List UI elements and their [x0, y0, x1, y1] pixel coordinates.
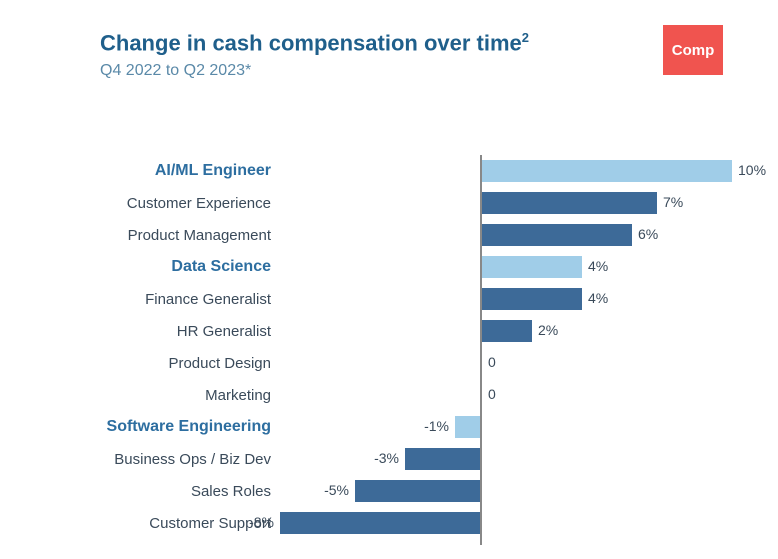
- value-label: -5%: [324, 482, 349, 498]
- value-label: -8%: [249, 514, 274, 530]
- row-label: Customer Experience: [0, 195, 285, 212]
- bar: [280, 512, 480, 534]
- row-label: Marketing: [0, 387, 285, 404]
- value-label: 6%: [638, 226, 658, 242]
- row-label: Product Management: [0, 227, 285, 244]
- comp-logo: Comp: [663, 25, 723, 75]
- chart-row: AI/ML Engineer 10%: [0, 155, 778, 187]
- bar-zone: 0: [285, 347, 778, 379]
- bar: [482, 192, 657, 214]
- bar-zone: 2%: [285, 315, 778, 347]
- row-label: Data Science: [0, 258, 285, 276]
- chart-row: Marketing 0: [0, 379, 778, 411]
- row-label: Business Ops / Biz Dev: [0, 451, 285, 468]
- chart-row: Software Engineering -1%: [0, 411, 778, 443]
- chart-row: Business Ops / Biz Dev -3%: [0, 443, 778, 475]
- value-label: 2%: [538, 322, 558, 338]
- bar: [482, 160, 732, 182]
- chart-row: Product Design 0: [0, 347, 778, 379]
- chart-header: Change in cash compensation over time2 Q…: [0, 0, 778, 80]
- bar: [482, 256, 582, 278]
- row-label: Product Design: [0, 355, 285, 372]
- chart-row: HR Generalist 2%: [0, 315, 778, 347]
- value-label: 10%: [738, 162, 766, 178]
- row-label: Software Engineering: [0, 418, 285, 436]
- bar-zone: 0: [285, 379, 778, 411]
- row-label: Sales Roles: [0, 483, 285, 500]
- bar-zone: 4%: [285, 251, 778, 283]
- row-label: Customer Support: [0, 515, 285, 532]
- bar-zone: -5%: [285, 475, 778, 507]
- bar-zone: 10%: [285, 155, 778, 187]
- row-label: Finance Generalist: [0, 291, 285, 308]
- logo-text: Comp: [672, 42, 715, 59]
- bar: [482, 320, 532, 342]
- bar-zone: 4%: [285, 283, 778, 315]
- value-label: 7%: [663, 194, 683, 210]
- bar: [355, 480, 480, 502]
- chart-area: AI/ML Engineer 10% Customer Experience 7% Pr…: [0, 155, 778, 539]
- value-label: 4%: [588, 258, 608, 274]
- chart-row: Finance Generalist 4%: [0, 283, 778, 315]
- bar: [482, 288, 582, 310]
- title-superscript: 2: [522, 30, 529, 45]
- chart-row: Sales Roles -5%: [0, 475, 778, 507]
- chart-row: Customer Experience 7%: [0, 187, 778, 219]
- bar-zone: -8%: [285, 507, 778, 539]
- bar-zone: 6%: [285, 219, 778, 251]
- chart-row: Customer Support-8%: [0, 507, 778, 539]
- bar-zone: 7%: [285, 187, 778, 219]
- value-label: -1%: [424, 418, 449, 434]
- row-label: HR Generalist: [0, 323, 285, 340]
- row-label: AI/ML Engineer: [0, 162, 285, 180]
- value-label: 0: [488, 386, 496, 402]
- value-label: -3%: [374, 450, 399, 466]
- bar-zone: -1%: [285, 411, 778, 443]
- chart-row: Data Science 4%: [0, 251, 778, 283]
- value-label: 0: [488, 354, 496, 370]
- bar: [405, 448, 480, 470]
- bar-zone: -3%: [285, 443, 778, 475]
- value-label: 4%: [588, 290, 608, 306]
- title-text: Change in cash compensation over time: [100, 30, 522, 55]
- chart-row: Product Management 6%: [0, 219, 778, 251]
- bar: [482, 224, 632, 246]
- bar: [455, 416, 480, 438]
